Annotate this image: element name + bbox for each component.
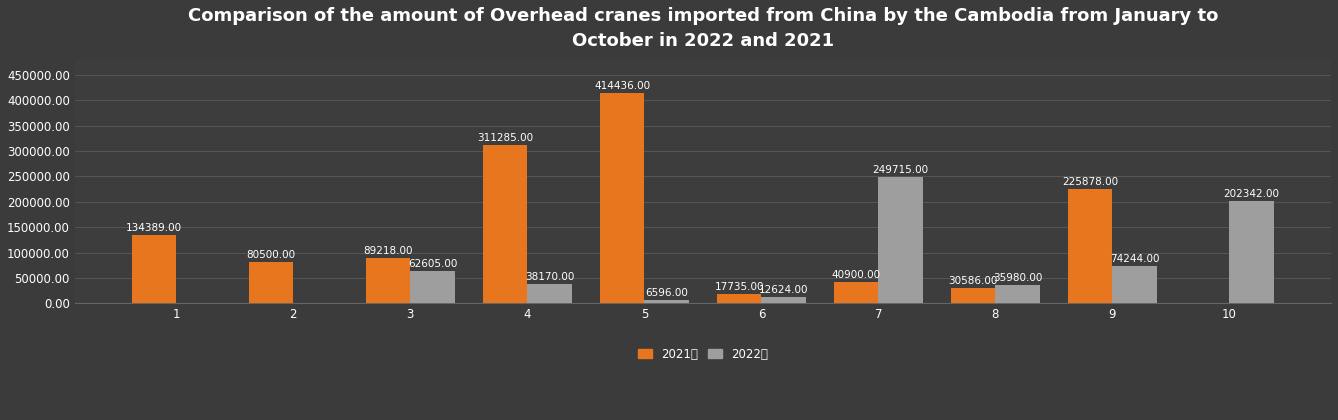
Text: 225878.00: 225878.00 bbox=[1062, 177, 1119, 186]
Text: 134389.00: 134389.00 bbox=[126, 223, 182, 233]
Text: 38170.00: 38170.00 bbox=[524, 272, 574, 282]
Bar bbox=[879, 176, 923, 303]
Bar bbox=[411, 271, 455, 303]
Text: 414436.00: 414436.00 bbox=[594, 81, 650, 91]
Bar bbox=[365, 258, 411, 303]
Text: 74244.00: 74244.00 bbox=[1111, 254, 1160, 263]
Bar bbox=[834, 283, 879, 303]
Text: 17735.00: 17735.00 bbox=[714, 282, 764, 292]
Text: 30586.00: 30586.00 bbox=[949, 276, 998, 286]
Bar bbox=[599, 93, 645, 303]
Bar bbox=[1068, 189, 1112, 303]
Text: 6596.00: 6596.00 bbox=[645, 288, 688, 298]
Text: 311285.00: 311285.00 bbox=[478, 133, 533, 143]
Bar bbox=[951, 288, 995, 303]
Bar bbox=[483, 145, 527, 303]
Text: 62605.00: 62605.00 bbox=[408, 260, 458, 270]
Text: 40900.00: 40900.00 bbox=[832, 270, 880, 281]
Bar bbox=[1112, 265, 1157, 303]
Bar bbox=[1230, 201, 1274, 303]
Text: 80500.00: 80500.00 bbox=[246, 250, 296, 260]
Bar bbox=[249, 262, 293, 303]
Text: 35980.00: 35980.00 bbox=[993, 273, 1042, 283]
Bar bbox=[645, 300, 689, 303]
Bar bbox=[761, 297, 805, 303]
Text: 249715.00: 249715.00 bbox=[872, 165, 929, 175]
Text: 202342.00: 202342.00 bbox=[1224, 189, 1279, 199]
Title: Comparison of the amount of Overhead cranes imported from China by the Cambodia : Comparison of the amount of Overhead cra… bbox=[187, 7, 1218, 50]
Text: 12624.00: 12624.00 bbox=[759, 285, 808, 295]
Bar bbox=[131, 235, 177, 303]
Legend: 2021年, 2022年: 2021年, 2022年 bbox=[633, 343, 773, 365]
Bar bbox=[527, 284, 571, 303]
Bar bbox=[995, 285, 1040, 303]
Text: 89218.00: 89218.00 bbox=[364, 246, 413, 256]
Bar bbox=[717, 294, 761, 303]
